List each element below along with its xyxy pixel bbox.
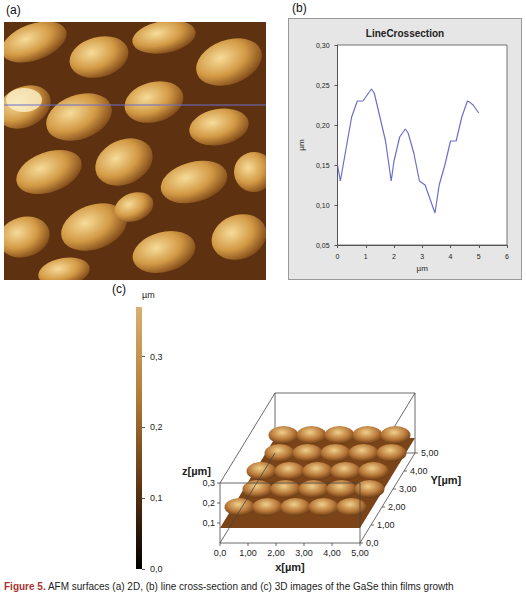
svg-text:3,00: 3,00 xyxy=(295,548,313,558)
svg-text:2: 2 xyxy=(392,253,396,260)
svg-text:0,30: 0,30 xyxy=(316,42,330,49)
svg-text:µm: µm xyxy=(417,264,429,273)
svg-text:2,00: 2,00 xyxy=(267,548,285,558)
svg-text:µm: µm xyxy=(297,139,306,151)
svg-text:0,2: 0,2 xyxy=(202,498,215,508)
svg-text:0,1: 0,1 xyxy=(202,518,215,528)
html-text:(b): (b) xyxy=(292,1,307,15)
svg-text:0,25: 0,25 xyxy=(316,82,330,89)
svg-text:0,1: 0,1 xyxy=(150,493,163,503)
svg-text:0,2: 0,2 xyxy=(150,422,163,432)
svg-text:6: 6 xyxy=(505,253,509,260)
svg-text:0,05: 0,05 xyxy=(316,242,330,249)
svg-text:0,3: 0,3 xyxy=(202,478,215,488)
svg-text:2,00: 2,00 xyxy=(388,502,406,512)
svg-text:0,0: 0,0 xyxy=(150,564,163,574)
svg-text:1,00: 1,00 xyxy=(377,520,395,530)
svg-text:0: 0 xyxy=(336,253,340,260)
svg-text:1: 1 xyxy=(364,253,368,260)
svg-text:4: 4 xyxy=(449,253,453,260)
svg-text:0,10: 0,10 xyxy=(316,202,330,209)
html-text:(c): (c) xyxy=(112,282,126,296)
svg-text:5,00: 5,00 xyxy=(421,448,439,458)
svg-text:Y[µm]: Y[µm] xyxy=(431,474,462,486)
svg-text:1,00: 1,00 xyxy=(239,548,257,558)
svg-text:0,3: 0,3 xyxy=(150,352,163,362)
svg-text:3,00: 3,00 xyxy=(399,484,417,494)
svg-text:3: 3 xyxy=(420,253,424,260)
svg-text:4,00: 4,00 xyxy=(323,548,341,558)
svg-text:5: 5 xyxy=(477,253,481,260)
html-text:Figure 5. AFM surfaces (a) 2D,: Figure 5. AFM surfaces (a) 2D, (b) line … xyxy=(4,581,454,592)
svg-text:0,0: 0,0 xyxy=(366,538,379,548)
svg-text:0,15: 0,15 xyxy=(316,162,330,169)
svg-text:0,20: 0,20 xyxy=(316,122,330,129)
svg-text:x[µm]: x[µm] xyxy=(275,561,305,573)
svg-text:µm: µm xyxy=(142,290,155,300)
svg-text:4,00: 4,00 xyxy=(410,466,428,476)
svg-text:5,00: 5,00 xyxy=(351,548,369,558)
svg-text:0,0: 0,0 xyxy=(214,548,227,558)
svg-text:LineCrossection: LineCrossection xyxy=(366,28,444,39)
svg-text:z[µm]: z[µm] xyxy=(182,465,211,477)
html-text:(a): (a) xyxy=(6,3,21,17)
